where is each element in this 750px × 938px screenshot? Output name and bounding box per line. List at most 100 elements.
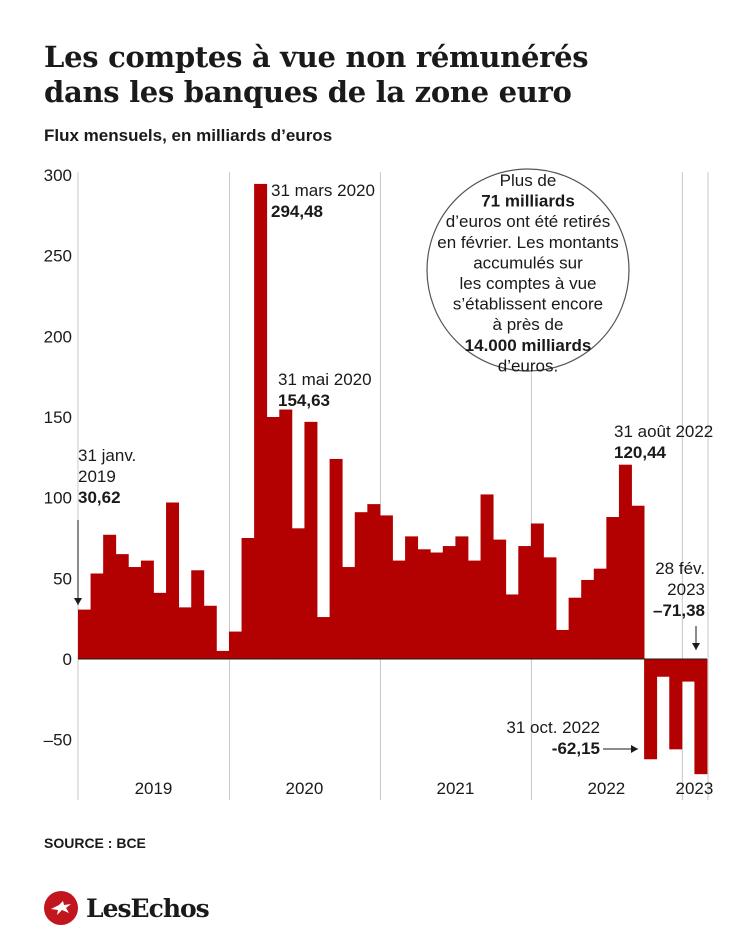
year-label: 2020 bbox=[286, 779, 324, 798]
callout-text-line: d’euros ont été retirés bbox=[446, 212, 610, 231]
year-label: 2022 bbox=[587, 779, 625, 798]
bar bbox=[203, 605, 217, 659]
callout-text-line: à près de bbox=[493, 315, 564, 334]
callout-text-line: s’établissent encore bbox=[453, 295, 603, 314]
annotation-date: 31 janv. bbox=[78, 446, 136, 465]
callout-text-line: 71 milliards bbox=[481, 192, 575, 211]
echos-bird-logo-icon bbox=[44, 891, 78, 925]
bar bbox=[694, 659, 708, 775]
bar bbox=[505, 594, 519, 659]
bar bbox=[279, 409, 293, 659]
bar bbox=[568, 597, 582, 659]
annotation-date: 31 août 2022 bbox=[614, 422, 713, 441]
annotation-arrowhead bbox=[74, 598, 82, 605]
bar bbox=[530, 523, 544, 659]
bar bbox=[254, 183, 268, 660]
annotation-value: –71,38 bbox=[653, 601, 705, 620]
bar bbox=[291, 528, 305, 659]
annotation-date: 31 oct. 2022 bbox=[506, 718, 600, 737]
bar bbox=[656, 659, 670, 677]
bar bbox=[417, 549, 431, 659]
callout-text-line: accumulés sur bbox=[473, 253, 583, 272]
bar bbox=[354, 512, 368, 659]
callout-text-line: Plus de bbox=[500, 171, 557, 190]
y-tick-label: 250 bbox=[44, 247, 72, 266]
y-tick-label: 300 bbox=[44, 166, 72, 185]
callout-text-line: d’euros. bbox=[498, 356, 558, 375]
bar bbox=[216, 650, 230, 659]
y-tick-label: 200 bbox=[44, 327, 72, 346]
bar bbox=[228, 631, 242, 659]
year-label: 2021 bbox=[436, 779, 474, 798]
chart-title-line-2: dans les banques de la zone euro bbox=[44, 75, 572, 109]
y-tick-label: 0 bbox=[63, 650, 72, 669]
bar bbox=[191, 570, 205, 659]
annotation-date: 2023 bbox=[667, 580, 705, 599]
callout-text-line: 14.000 milliards bbox=[465, 336, 592, 355]
bar bbox=[669, 659, 683, 750]
bar bbox=[166, 502, 180, 659]
y-tick-label: 150 bbox=[44, 408, 72, 427]
y-tick-label: 50 bbox=[53, 569, 72, 588]
bar bbox=[140, 560, 154, 659]
chart-title-line-1: Les comptes à vue non rémunérés bbox=[44, 40, 589, 74]
logo-text: LesEchos bbox=[86, 893, 210, 923]
annotation-date: 31 mars 2020 bbox=[271, 181, 375, 200]
y-tick-label: 100 bbox=[44, 489, 72, 508]
bar bbox=[78, 609, 91, 659]
annotation-value: 154,63 bbox=[278, 391, 330, 410]
year-label: 2019 bbox=[135, 779, 173, 798]
bar bbox=[518, 546, 532, 659]
annotation-value: 294,48 bbox=[271, 202, 323, 221]
callout-circle bbox=[426, 168, 630, 372]
bar bbox=[543, 557, 557, 659]
bar bbox=[178, 607, 192, 659]
bar bbox=[241, 538, 255, 659]
bar bbox=[493, 539, 507, 659]
bar bbox=[367, 504, 381, 659]
bar bbox=[128, 567, 142, 659]
bar bbox=[430, 552, 444, 659]
annotation-date: 28 fév. bbox=[655, 559, 705, 578]
bar bbox=[556, 629, 570, 659]
bar bbox=[153, 592, 167, 659]
bar bbox=[115, 554, 129, 659]
bar bbox=[405, 536, 419, 659]
bar bbox=[593, 568, 607, 659]
bar bbox=[606, 517, 620, 659]
annotation-arrowhead bbox=[631, 745, 638, 753]
bar bbox=[442, 546, 456, 659]
year-label: 2023 bbox=[676, 779, 714, 798]
bar bbox=[644, 659, 658, 760]
bar bbox=[618, 464, 632, 659]
les-echos-logo: LesEchos bbox=[44, 888, 210, 928]
bar bbox=[90, 573, 104, 659]
chart-subtitle: Flux mensuels, en milliards d’euros bbox=[44, 126, 333, 145]
annotation-arrowhead bbox=[692, 643, 700, 650]
annotation-date: 2019 bbox=[78, 467, 116, 486]
bar bbox=[681, 659, 695, 682]
annotation-value: 120,44 bbox=[614, 443, 667, 462]
bar bbox=[392, 560, 406, 659]
bar bbox=[379, 515, 393, 659]
annotation-value: -62,15 bbox=[552, 739, 600, 758]
annotation-value: 30,62 bbox=[78, 488, 121, 507]
source-note: SOURCE : BCE bbox=[44, 835, 146, 851]
bar bbox=[467, 560, 481, 659]
bar bbox=[631, 505, 645, 659]
bar bbox=[317, 617, 330, 659]
bar bbox=[581, 579, 595, 659]
bar bbox=[342, 567, 356, 659]
bar bbox=[455, 536, 469, 659]
annotation-date: 31 mai 2020 bbox=[278, 370, 372, 389]
bar bbox=[329, 458, 343, 659]
bar bbox=[266, 417, 280, 659]
chart-title: Les comptes à vue non rémunérés dans les… bbox=[44, 40, 724, 110]
bar bbox=[480, 494, 494, 659]
bar bbox=[304, 421, 318, 659]
callout-text-line: en février. Les montants bbox=[437, 233, 618, 252]
bar bbox=[103, 534, 117, 659]
bar-chart: 300 250 200 150 100 50 0 –50 2019 2020 2021 2022 202… bbox=[44, 166, 714, 800]
callout-text-line: les comptes à vue bbox=[459, 274, 596, 293]
y-tick-label: –50 bbox=[44, 731, 72, 750]
